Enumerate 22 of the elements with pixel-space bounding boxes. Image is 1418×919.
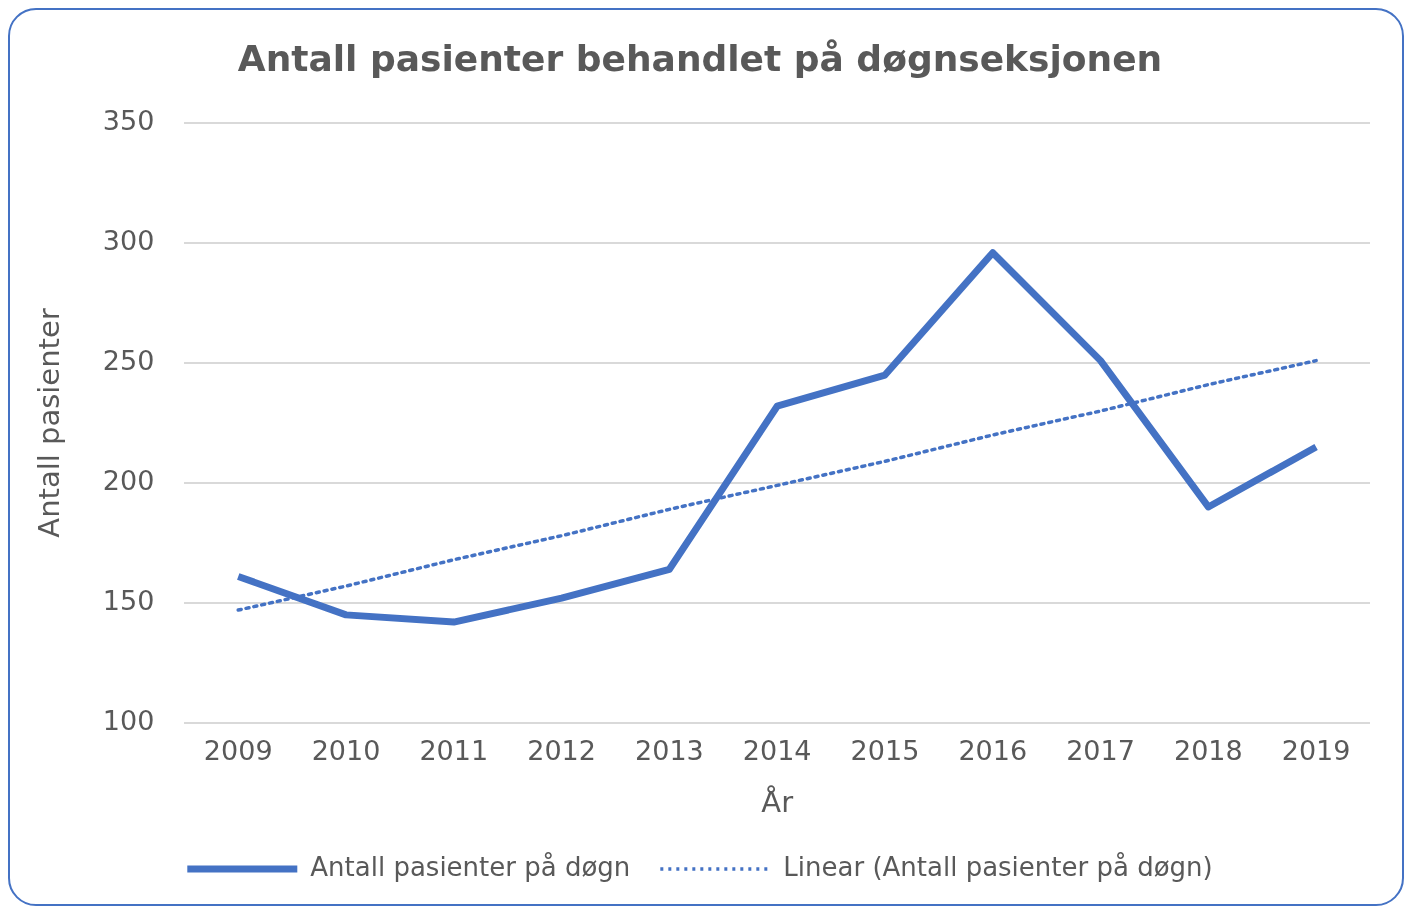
x-tick-label: 2014 bbox=[742, 735, 812, 767]
x-axis-title: År bbox=[761, 785, 794, 820]
x-tick-label: 2010 bbox=[311, 735, 381, 767]
x-tick-label: 2016 bbox=[958, 735, 1028, 767]
x-tick-label: 2018 bbox=[1173, 735, 1243, 767]
legend-label: Antall pasienter på døgn bbox=[310, 851, 631, 882]
y-tick-label: 300 bbox=[102, 225, 155, 257]
y-tick-label: 150 bbox=[102, 584, 155, 616]
x-tick-label: 2009 bbox=[203, 735, 273, 767]
x-tick-label: 2019 bbox=[1281, 735, 1351, 767]
x-tick-label: 2013 bbox=[635, 735, 704, 767]
y-tick-label: 250 bbox=[102, 345, 155, 377]
x-tick-label: 2015 bbox=[850, 735, 920, 767]
y-axis-title: Antall pasienter bbox=[31, 308, 66, 538]
x-tick-label: 2017 bbox=[1066, 735, 1135, 767]
y-tick-label: 200 bbox=[102, 464, 155, 496]
y-tick-label: 350 bbox=[102, 105, 155, 137]
x-tick-label: 2012 bbox=[527, 735, 596, 767]
x-tick-label: 2011 bbox=[419, 735, 489, 767]
legend-label: Linear (Antall pasienter på døgn) bbox=[783, 851, 1213, 882]
chart-title: Antall pasienter behandlet på døgnseksjonen bbox=[237, 37, 1163, 79]
y-tick-label: 100 bbox=[102, 704, 155, 736]
